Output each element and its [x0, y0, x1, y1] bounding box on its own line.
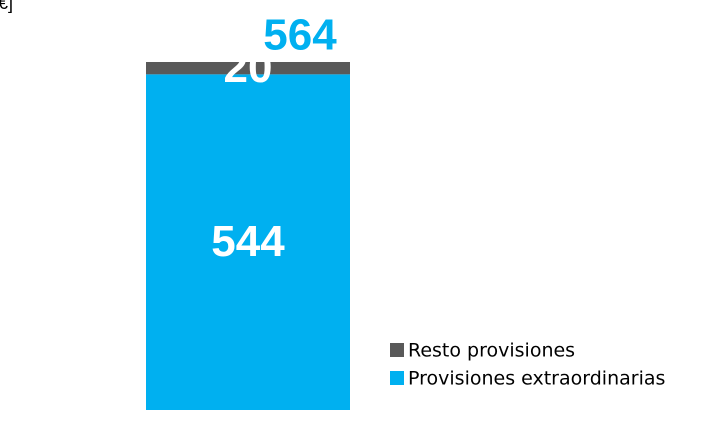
bar-segment	[146, 62, 350, 75]
data-label: 544	[211, 217, 285, 266]
legend-label: Resto provisiones	[408, 340, 575, 362]
total-label: 564	[263, 11, 337, 60]
legend-swatch	[390, 371, 404, 385]
legend-label: Provisiones extraordinarias	[408, 368, 665, 390]
bar-segment	[146, 74, 350, 410]
subtitle: €]	[0, 0, 13, 13]
legend-swatch	[390, 343, 404, 357]
data-label: 20	[224, 43, 273, 92]
